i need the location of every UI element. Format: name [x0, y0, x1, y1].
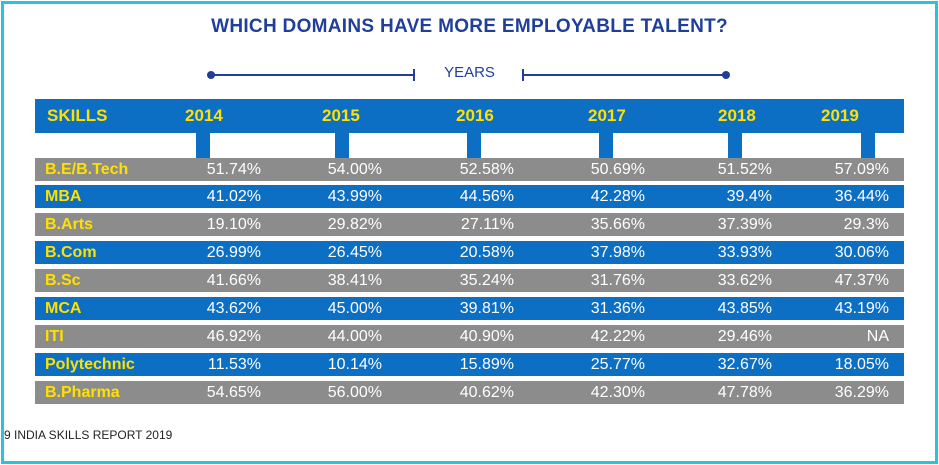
skill-label: B.Sc [45, 272, 81, 289]
value-cell-2019: 30.06% [834, 244, 889, 261]
header-year-2015: 2015 [322, 106, 360, 125]
header-year-2019: 2019 [821, 106, 859, 125]
value-cell-2018: 33.93% [717, 244, 772, 261]
skill-label: MBA [45, 188, 82, 205]
column-connector [196, 132, 210, 158]
value-cell-2015: 29.82% [327, 216, 382, 233]
value-cell-2016: 40.62% [459, 384, 514, 401]
value-cell-2016: 20.58% [459, 244, 514, 261]
value-cell-2014: 41.02% [206, 188, 261, 205]
table-row: B.Sc 41.66% 38.41% 35.24% 31.76% 33.62% 47.37% [35, 269, 904, 292]
value-cell-2017: 37.98% [590, 244, 645, 261]
value-cell-2015: 56.00% [327, 384, 382, 401]
table-row: MCA 43.62% 45.00% 39.81% 31.36% 43.85% 43.19% [35, 297, 904, 320]
value-cell-2017: 25.77% [590, 356, 645, 373]
skill-label: Polytechnic [45, 356, 135, 373]
value-cell-2017: 42.22% [590, 328, 645, 345]
value-cell-2017: 42.28% [590, 188, 645, 205]
header-year-2016: 2016 [456, 106, 494, 125]
value-cell-2019: 36.44% [834, 188, 889, 205]
value-cell-2019: 18.05% [834, 356, 889, 373]
value-cell-2017: 35.66% [590, 216, 645, 233]
value-cell-2019: 57.09% [834, 161, 889, 178]
years-indicator: YEARS [4, 62, 935, 86]
years-right-line [523, 74, 725, 76]
value-cell-2015: 44.00% [327, 328, 382, 345]
value-cell-2016: 35.24% [459, 272, 514, 289]
chart-title: WHICH DOMAINS HAVE MORE EMPLOYABLE TALEN… [211, 16, 728, 37]
table-row: B.E/B.Tech 51.74% 54.00% 52.58% 50.69% 51.52%… [35, 158, 904, 181]
value-cell-2014: 11.53% [207, 356, 261, 373]
column-connector [728, 132, 742, 158]
table-row: B.Pharma 54.65% 56.00% 40.62% 42.30% 47.78% 36… [35, 381, 904, 404]
column-connector [861, 132, 875, 158]
value-cell-2014: 43.62% [206, 300, 261, 317]
value-cell-2014: 19.10% [206, 216, 261, 233]
table-row: B.Com 26.99% 26.45% 20.58% 37.98% 33.93% 30.06… [35, 241, 904, 264]
value-cell-2017: 31.76% [590, 272, 645, 289]
header-year-2017: 2017 [588, 106, 626, 125]
value-cell-2015: 38.41% [327, 272, 382, 289]
skill-label: MCA [45, 300, 82, 317]
value-cell-2018: 29.46% [717, 328, 772, 345]
value-cell-2018: 39.4% [726, 188, 772, 205]
column-connector [335, 132, 349, 158]
value-cell-2016: 44.56% [459, 188, 514, 205]
value-cell-2018: 37.39% [717, 216, 772, 233]
value-cell-2018: 51.52% [717, 161, 772, 178]
skill-label: B.Arts [45, 216, 94, 233]
value-cell-2017: 50.69% [590, 161, 645, 178]
table-row: B.Arts 19.10% 29.82% 27.11% 35.66% 37.39% 29.3… [35, 213, 904, 236]
skill-label: B.Pharma [45, 384, 120, 401]
value-cell-2019: 36.29% [834, 384, 889, 401]
value-cell-2019: NA [866, 328, 889, 345]
value-cell-2015: 45.00% [327, 300, 382, 317]
value-cell-2017: 31.36% [590, 300, 645, 317]
table-row: MBA 41.02% 43.99% 44.56% 42.28% 39.4% 36.44% [35, 185, 904, 208]
value-cell-2015: 43.99% [327, 188, 382, 205]
skill-label: B.E/B.Tech [45, 161, 129, 178]
value-cell-2017: 42.30% [590, 384, 645, 401]
value-cell-2015: 54.00% [327, 161, 382, 178]
column-connector [467, 132, 481, 158]
value-cell-2018: 43.85% [717, 300, 772, 317]
years-right-dot [722, 71, 730, 79]
value-cell-2019: 43.19% [834, 300, 889, 317]
years-label: YEARS [444, 64, 495, 81]
table-row: ITI 46.92% 44.00% 40.90% 42.22% 29.46% NA [35, 325, 904, 348]
header-year-2018: 2018 [718, 106, 756, 125]
header-year-2014: 2014 [185, 106, 223, 125]
value-cell-2019: 29.3% [843, 216, 889, 233]
value-cell-2014: 54.65% [206, 384, 261, 401]
value-cell-2014: 41.66% [206, 272, 261, 289]
value-cell-2016: 40.90% [459, 328, 514, 345]
value-cell-2016: 27.11% [460, 216, 514, 233]
table-row: Polytechnic 11.53% 10.14% 15.89% 25.77% 32.67… [35, 353, 904, 376]
value-cell-2019: 47.37% [834, 272, 889, 289]
header-skills: SKILLS [47, 106, 108, 125]
value-cell-2014: 46.92% [206, 328, 261, 345]
footer-text: 9 INDIA SKILLS REPORT 2019 [4, 428, 173, 442]
value-cell-2016: 15.89% [459, 356, 514, 373]
value-cell-2018: 32.67% [717, 356, 772, 373]
value-cell-2014: 26.99% [206, 244, 261, 261]
value-cell-2015: 26.45% [327, 244, 382, 261]
value-cell-2016: 39.81% [459, 300, 514, 317]
value-cell-2018: 47.78% [717, 384, 772, 401]
skill-label: ITI [45, 328, 64, 345]
years-left-line [211, 74, 414, 76]
value-cell-2014: 51.74% [206, 161, 261, 178]
column-connector [599, 132, 613, 158]
value-cell-2018: 33.62% [717, 272, 772, 289]
table-header: SKILLS 2014 2015 2016 2017 2018 2019 [35, 99, 904, 133]
value-cell-2016: 52.58% [459, 161, 514, 178]
years-left-tick [413, 69, 415, 81]
value-cell-2015: 10.14% [327, 356, 382, 373]
skill-label: B.Com [45, 244, 97, 261]
